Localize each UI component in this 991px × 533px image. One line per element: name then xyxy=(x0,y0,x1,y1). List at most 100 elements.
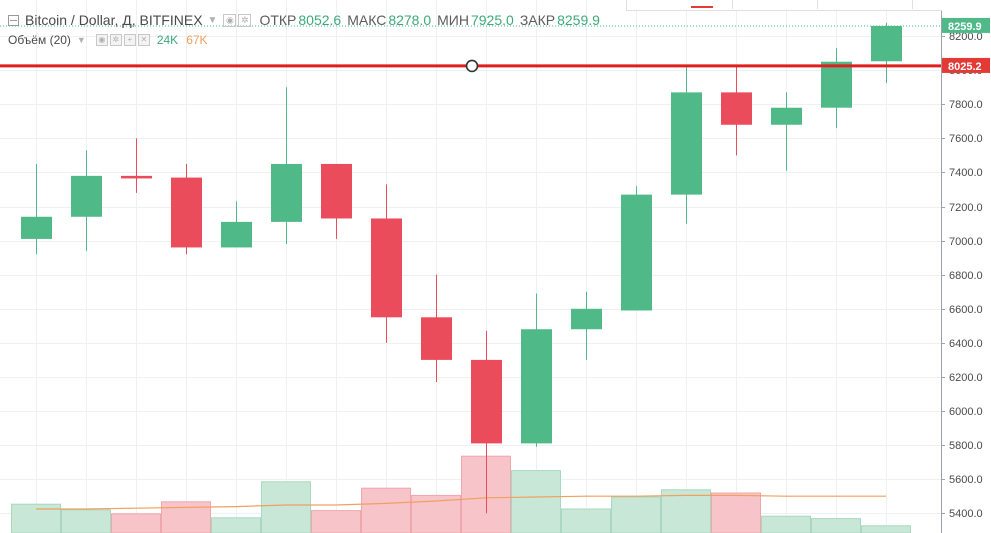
tick-label: 7400.0 xyxy=(949,167,983,179)
candles xyxy=(21,22,902,514)
candle-body xyxy=(221,221,252,248)
tick-label: 7600.0 xyxy=(949,133,983,145)
volume-bar xyxy=(211,517,261,533)
toolbar-button[interactable] xyxy=(641,0,663,8)
volume-bar xyxy=(111,513,161,533)
volume-bar xyxy=(311,510,361,533)
volume-title[interactable]: Объём (20) xyxy=(8,33,71,47)
candle xyxy=(371,184,402,343)
candle xyxy=(671,65,702,224)
candle xyxy=(621,186,652,311)
settings-icon[interactable]: ✲ xyxy=(109,34,122,46)
settings-icon[interactable]: ✲ xyxy=(238,13,252,27)
toolbar-divider xyxy=(732,0,733,9)
close-icon[interactable]: ✕ xyxy=(137,34,150,46)
candle-body xyxy=(271,163,302,222)
tick-label: 7800.0 xyxy=(949,99,983,111)
volume-ma-line xyxy=(36,494,886,510)
candle-body xyxy=(421,317,452,360)
volume-bar xyxy=(261,481,311,533)
line-drag-handle[interactable] xyxy=(465,59,479,73)
candle-body xyxy=(321,163,352,219)
close-value: 8259.9 xyxy=(557,12,600,28)
active-tool-indicator xyxy=(691,6,713,8)
tick-label: 6200.0 xyxy=(949,372,983,384)
tick-label: 6000.0 xyxy=(949,406,983,418)
open-label: ОТКР xyxy=(259,12,297,28)
volume-bars xyxy=(11,455,911,533)
toolbar-divider xyxy=(912,0,913,9)
tick-label: 7200.0 xyxy=(949,202,983,214)
volume-bar xyxy=(511,470,561,533)
candle xyxy=(71,150,102,251)
tick-label: 6400.0 xyxy=(949,338,983,350)
candle xyxy=(471,330,502,514)
chevron-down-icon[interactable]: ▼ xyxy=(76,35,86,45)
tick-label: 6800.0 xyxy=(949,270,983,282)
candle xyxy=(171,163,202,255)
volume-bar xyxy=(661,489,711,533)
volume-value: 24K xyxy=(156,33,179,47)
last-price-badge-bg xyxy=(942,17,990,33)
visibility-icon[interactable]: ◉ xyxy=(223,13,237,27)
volume-bar xyxy=(161,501,211,533)
candle xyxy=(571,291,602,360)
candle xyxy=(221,201,252,248)
collapse-icon[interactable] xyxy=(8,14,19,26)
low-value: 7925.0 xyxy=(470,12,514,28)
candle xyxy=(321,163,352,239)
tick-label: 8200.0 xyxy=(949,31,983,43)
price-line-badge-bg xyxy=(942,57,990,73)
series-legend: Bitcoin / Dollar, Д, BITFINEX ▼ ◉ ✲ ОТКР… xyxy=(8,10,600,30)
volume-legend: Объём (20) ▼ ◉ ✲ + ✕ 24K 67K xyxy=(8,32,208,48)
add-icon[interactable]: + xyxy=(123,34,136,46)
candle-body xyxy=(471,359,502,444)
candle xyxy=(421,274,452,383)
candle xyxy=(271,87,302,245)
price-axis[interactable]: 5400.0 5600.0 5800.0 6000.0 6200.0 6400.0 6600… xyxy=(941,0,991,533)
price-axis-background xyxy=(941,0,991,533)
price-line-layer[interactable] xyxy=(0,25,941,73)
open-value: 8052.6 xyxy=(298,12,342,28)
chevron-down-icon[interactable]: ▼ xyxy=(207,14,218,26)
candle-body xyxy=(621,194,652,311)
candle-body xyxy=(821,61,852,108)
volume-bar xyxy=(861,525,911,533)
visibility-icon[interactable]: ◉ xyxy=(95,34,108,46)
candle-body xyxy=(371,218,402,318)
last-price-badge-label: 8259.9 xyxy=(948,21,982,33)
tick-label: 5400.0 xyxy=(949,508,983,520)
top-toolbar xyxy=(626,0,942,11)
volume-ma-value: 67K xyxy=(186,33,208,47)
candle-body xyxy=(521,329,552,444)
volume-bar xyxy=(711,492,761,533)
candle-body xyxy=(671,92,702,195)
candle xyxy=(121,138,152,193)
volume-bar xyxy=(361,487,411,533)
volume-bar xyxy=(561,508,611,533)
tick-label: 5600.0 xyxy=(949,474,983,486)
candle xyxy=(21,163,52,255)
tick-label: 5800.0 xyxy=(949,440,983,452)
candle-body xyxy=(121,175,152,179)
symbol-title[interactable]: Bitcoin / Dollar, Д, BITFINEX xyxy=(25,12,203,28)
volume-bar xyxy=(761,515,811,533)
volume-bar xyxy=(811,518,861,533)
candle xyxy=(871,22,902,84)
volume-ma-line xyxy=(36,494,886,510)
candle xyxy=(521,293,552,447)
low-label: МИН xyxy=(437,12,469,28)
candle-body xyxy=(871,25,902,62)
candle-body xyxy=(171,177,202,248)
close-label: ЗАКР xyxy=(519,12,556,28)
tick-label: 6600.0 xyxy=(949,304,983,316)
volume-bar xyxy=(61,509,111,533)
candle-body xyxy=(71,175,102,217)
candle-body xyxy=(21,216,52,239)
candle-body xyxy=(771,107,802,125)
chart-grid xyxy=(0,0,941,533)
last-price-badge: 8259.9 xyxy=(942,17,990,33)
toolbar-divider xyxy=(817,0,818,9)
price-line-badge-label: 8025.2 xyxy=(948,61,982,73)
